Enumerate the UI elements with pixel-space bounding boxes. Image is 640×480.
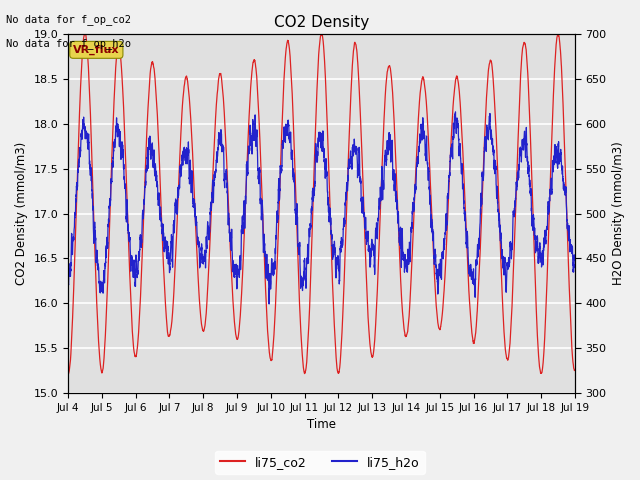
Y-axis label: H2O Density (mmol/m3): H2O Density (mmol/m3) xyxy=(612,142,625,286)
Text: VR_flux: VR_flux xyxy=(73,45,120,55)
Text: No data for f_op_co2: No data for f_op_co2 xyxy=(6,14,131,25)
Line: li75_co2: li75_co2 xyxy=(68,34,575,374)
Text: No data for f_op_h2o: No data for f_op_h2o xyxy=(6,38,131,49)
li75_h2o xyxy=(481,137,489,143)
li75_co2 xyxy=(394,209,402,215)
li75_h2o xyxy=(571,257,579,263)
li75_co2 xyxy=(81,31,88,37)
li75_h2o xyxy=(442,225,450,230)
Legend: li75_co2, li75_h2o: li75_co2, li75_h2o xyxy=(215,451,425,474)
Y-axis label: CO2 Density (mmol/m3): CO2 Density (mmol/m3) xyxy=(15,142,28,285)
li75_h2o xyxy=(258,215,266,220)
li75_co2 xyxy=(369,354,376,360)
li75_h2o xyxy=(156,214,164,219)
Line: li75_h2o: li75_h2o xyxy=(68,112,575,304)
li75_h2o xyxy=(394,209,402,215)
li75_co2 xyxy=(571,368,579,373)
li75_co2 xyxy=(258,190,266,196)
Title: CO2 Density: CO2 Density xyxy=(274,15,369,30)
li75_co2 xyxy=(65,371,72,377)
li75_h2o xyxy=(265,301,273,307)
li75_co2 xyxy=(156,183,164,189)
li75_co2 xyxy=(443,244,451,250)
li75_h2o xyxy=(452,109,460,115)
li75_co2 xyxy=(481,128,489,133)
li75_co2 xyxy=(64,371,72,376)
X-axis label: Time: Time xyxy=(307,419,336,432)
li75_h2o xyxy=(368,243,376,249)
li75_h2o xyxy=(64,285,72,291)
